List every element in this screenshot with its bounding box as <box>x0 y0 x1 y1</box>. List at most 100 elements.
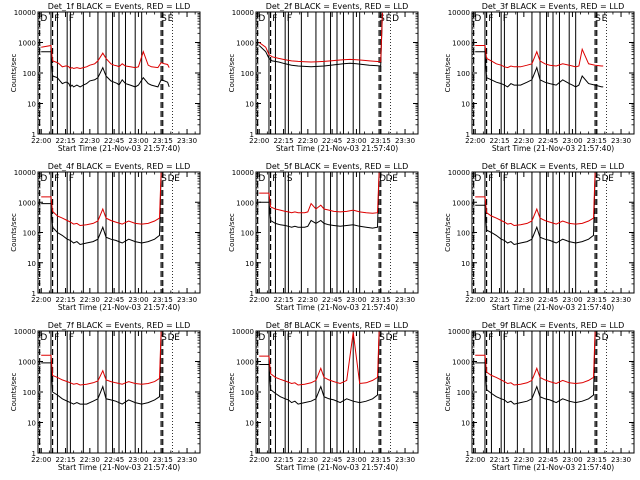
series-line-lld <box>259 331 380 386</box>
x-tick-label: 22:45 <box>104 456 124 464</box>
y-tick-label: 100 <box>457 70 470 78</box>
series-line-lld <box>41 331 162 386</box>
chart-title: Det_5f BLACK = Events, RED = LLD <box>266 162 409 171</box>
x-tick-label: 22:30 <box>514 137 534 145</box>
x-tick-label: 23:15 <box>153 137 173 145</box>
chart-title: Det_1f BLACK = Events, RED = LLD <box>48 2 191 11</box>
x-tick-label: 22:00 <box>465 137 485 145</box>
flag-label: E <box>386 14 392 24</box>
y-tick-label: 1 <box>250 290 254 298</box>
x-tick-label: 22:15 <box>273 137 293 145</box>
series-line-events <box>41 332 162 405</box>
y-tick-label: 10 <box>27 101 36 109</box>
flag-label: F <box>287 333 292 343</box>
x-tick-label: 22:15 <box>489 456 509 464</box>
x-tick-label: 22:00 <box>31 296 51 304</box>
flag-label: F <box>69 333 74 343</box>
x-tick-label: 23:00 <box>562 137 582 145</box>
y-tick-label: 100 <box>23 230 36 238</box>
panel-9: Det_9f BLACK = Events, RED = LLD 1 10 100 10… <box>444 321 635 472</box>
y-tick-label: 1000 <box>452 199 470 207</box>
x-tick-label: 22:45 <box>322 137 342 145</box>
series-line-events <box>258 13 383 68</box>
flag-label: D <box>40 333 47 343</box>
y-axis-label: Counts/sec <box>228 373 236 412</box>
flag-label: D <box>379 174 386 184</box>
x-tick-label: 22:15 <box>55 456 75 464</box>
x-tick-label: 23:30 <box>611 137 631 145</box>
flag-label: D <box>40 14 47 24</box>
panel-2: Det_2f BLACK = Events, RED = LLD 1 10 100 10… <box>228 2 419 153</box>
series-line-lld <box>259 172 380 214</box>
y-tick-label: 10 <box>245 101 254 109</box>
flag-label: D <box>386 333 393 343</box>
x-tick-label: 23:30 <box>177 456 197 464</box>
x-tick-label: 22:30 <box>298 296 318 304</box>
x-tick-label: 22:45 <box>104 137 124 145</box>
x-tick-label: 22:30 <box>298 137 318 145</box>
flag-label: F <box>272 174 277 184</box>
flag-label: F <box>503 333 508 343</box>
y-tick-label: 10 <box>461 101 470 109</box>
y-axis-label: Counts/sec <box>444 373 452 412</box>
x-tick-label: 23:15 <box>153 456 173 464</box>
x-tick-label: 23:30 <box>177 296 197 304</box>
x-axis-label: Start Time (21-Nov-03 21:57:40) <box>276 463 398 472</box>
flag-label: E <box>174 174 180 184</box>
flag-label: F <box>69 174 74 184</box>
series-line-events <box>41 173 162 246</box>
panel-3: Det_3f BLACK = Events, RED = LLD 1 10 100 10… <box>444 2 635 153</box>
panel-4: Det_4f BLACK = Events, RED = LLD 1 10 100 10… <box>10 162 201 312</box>
x-tick-label: 23:30 <box>395 137 415 145</box>
x-tick-label: 22:15 <box>55 137 75 145</box>
x-tick-label: 23:00 <box>128 296 148 304</box>
series-line-lld <box>41 172 162 227</box>
x-axis-label: Start Time (21-Nov-03 21:57:40) <box>492 144 614 153</box>
x-tick-label: 22:30 <box>80 137 100 145</box>
x-tick-label: 23:15 <box>371 137 391 145</box>
y-tick-label: 1000 <box>18 40 36 48</box>
flag-label: D <box>168 174 175 184</box>
flag-label: F <box>287 14 292 24</box>
flag-label: F <box>54 174 59 184</box>
flag-label: S <box>287 174 293 184</box>
y-tick-label: 10 <box>27 260 36 268</box>
x-tick-label: 22:15 <box>489 296 509 304</box>
y-tick-label: 10000 <box>448 328 470 336</box>
x-tick-label: 22:00 <box>465 296 485 304</box>
x-tick-label: 23:30 <box>395 296 415 304</box>
y-tick-label: 1 <box>250 450 254 458</box>
y-axis-label: Counts/sec <box>10 213 18 252</box>
y-axis-label: Counts/sec <box>228 54 236 93</box>
flag-label: D <box>602 174 609 184</box>
x-tick-label: 23:15 <box>587 296 607 304</box>
y-tick-label: 1000 <box>236 199 254 207</box>
chart-title: Det_7f BLACK = Events, RED = LLD <box>48 321 191 330</box>
x-tick-label: 23:30 <box>177 137 197 145</box>
flag-label: F <box>488 333 493 343</box>
series-line-events <box>259 173 380 229</box>
y-tick-label: 10000 <box>448 169 470 177</box>
x-tick-label: 22:00 <box>249 456 269 464</box>
series-line-events <box>41 51 170 88</box>
x-axis-label: Start Time (21-Nov-03 21:57:40) <box>58 303 180 312</box>
y-tick-label: 10000 <box>232 328 254 336</box>
series-line-lld <box>475 172 596 227</box>
y-tick-label: 100 <box>241 70 254 78</box>
panel-1: Det_1f BLACK = Events, RED = LLD 1 10 100 10… <box>10 2 201 153</box>
y-tick-label: 1000 <box>452 40 470 48</box>
flag-label: E <box>602 14 608 24</box>
y-axis-label: Counts/sec <box>228 213 236 252</box>
flag-label: S <box>595 174 601 184</box>
flag-label: E <box>392 174 398 184</box>
y-tick-label: 1 <box>32 290 36 298</box>
flag-label: E <box>392 333 398 343</box>
y-tick-label: 10 <box>461 260 470 268</box>
y-axis-label: Counts/sec <box>444 54 452 93</box>
y-tick-label: 1 <box>466 131 470 139</box>
x-tick-label: 22:30 <box>298 456 318 464</box>
x-tick-label: 22:00 <box>249 137 269 145</box>
y-tick-label: 1 <box>466 290 470 298</box>
y-tick-label: 1 <box>250 131 254 139</box>
flag-label: E <box>168 14 174 24</box>
